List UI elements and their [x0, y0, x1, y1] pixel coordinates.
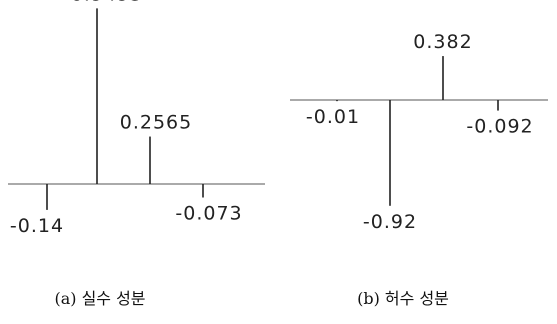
stem-value-label: -0.092 — [466, 116, 533, 138]
stem-value-label: 0.2565 — [120, 112, 192, 134]
panel-imaginary-part: -0.01 -0.92 0.382 -0.092 — [290, 31, 548, 233]
stem-value-label: -0.92 — [363, 211, 417, 233]
stem-value-label: -0.01 — [306, 106, 360, 128]
stem-value-label: 0.382 — [413, 31, 472, 53]
stem-value-label: -0.14 — [10, 215, 64, 237]
caption-imaginary-part: (b) 허수 성분 — [357, 289, 449, 308]
stem-value-label: 0.9495 — [71, 0, 143, 5]
stem-value-label: -0.073 — [175, 203, 242, 225]
caption-real-part: (a) 실수 성분 — [54, 289, 145, 308]
panel-real-part: -0.14 0.9495 0.2565 -0.073 — [8, 0, 265, 237]
